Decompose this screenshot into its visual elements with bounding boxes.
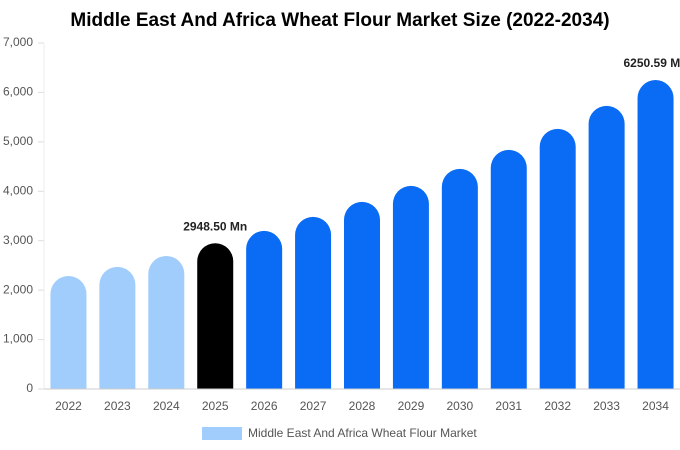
x-tick-label: 2034: [642, 399, 669, 413]
x-tick-label: 2029: [398, 399, 425, 413]
y-tick-label: 0: [26, 381, 33, 395]
x-tick-label: 2027: [300, 399, 327, 413]
y-tick-label: 2,000: [3, 282, 33, 296]
bar: [148, 255, 185, 389]
legend-label: Middle East And Africa Wheat Flour Marke…: [248, 426, 477, 440]
y-tick-label: 5,000: [3, 134, 33, 148]
bar: [539, 128, 576, 389]
x-tick-label: 2025: [202, 399, 229, 413]
x-tick-label: 2031: [495, 399, 522, 413]
x-tick-label: 2028: [349, 399, 376, 413]
bar: [344, 201, 380, 389]
bar: [637, 80, 674, 389]
y-tick-label: 4,000: [3, 183, 33, 197]
legend-swatch: [202, 427, 242, 440]
bar: [588, 105, 625, 389]
value-label: 6250.59 Mn: [624, 56, 680, 70]
x-tick-label: 2032: [544, 399, 571, 413]
y-tick-label: 1,000: [3, 332, 33, 346]
x-tick-label: 2023: [104, 399, 131, 413]
x-tick-label: 2022: [55, 399, 82, 413]
y-tick-label: 7,000: [3, 35, 33, 49]
bar: [50, 275, 87, 389]
value-label: 2948.50 Mn: [183, 219, 247, 233]
chart-title: Middle East And Africa Wheat Flour Marke…: [70, 10, 609, 31]
bar: [197, 243, 234, 389]
x-tick-label: 2026: [251, 399, 278, 413]
x-tick-label: 2033: [593, 399, 620, 413]
x-tick-label: 2030: [446, 399, 473, 413]
bar: [392, 185, 429, 389]
bar: [99, 266, 136, 389]
bar: [246, 230, 283, 389]
x-tick-label: 2024: [153, 399, 180, 413]
y-tick-label: 3,000: [3, 233, 33, 247]
bar: [441, 168, 478, 389]
y-tick-label: 6,000: [3, 85, 33, 99]
bar: [295, 216, 332, 389]
bar: [490, 149, 527, 389]
